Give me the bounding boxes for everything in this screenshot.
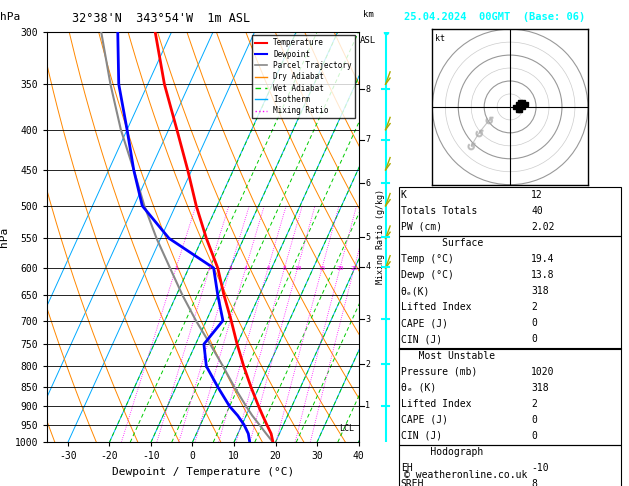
Text: 32°38'N  343°54'W  1m ASL: 32°38'N 343°54'W 1m ASL (72, 12, 250, 25)
Text: Lifted Index: Lifted Index (401, 302, 471, 312)
Text: 12: 12 (532, 190, 543, 200)
Text: 10: 10 (294, 265, 301, 271)
Text: 2: 2 (208, 265, 211, 271)
Text: 4: 4 (365, 262, 370, 271)
Text: 20: 20 (337, 265, 344, 271)
Text: 2: 2 (532, 399, 537, 409)
Text: ASL: ASL (360, 35, 376, 45)
Text: hPa: hPa (0, 12, 20, 22)
Y-axis label: hPa: hPa (0, 227, 9, 247)
Text: -10: -10 (532, 463, 549, 473)
Text: 3: 3 (228, 265, 232, 271)
Text: 0: 0 (532, 415, 537, 425)
Text: Dewp (°C): Dewp (°C) (401, 270, 454, 280)
Text: 19.4: 19.4 (532, 254, 555, 264)
Text: 1: 1 (174, 265, 178, 271)
Text: 2: 2 (532, 302, 537, 312)
Text: 8: 8 (365, 85, 370, 93)
Text: θₑ (K): θₑ (K) (401, 382, 436, 393)
Text: Pressure (mb): Pressure (mb) (401, 366, 477, 377)
Text: 7: 7 (365, 135, 370, 144)
Text: CAPE (J): CAPE (J) (401, 318, 448, 328)
Text: Most Unstable: Most Unstable (401, 350, 494, 361)
Text: Hodograph: Hodograph (401, 447, 483, 457)
Text: kt: kt (435, 35, 445, 43)
Text: Totals Totals: Totals Totals (401, 206, 477, 216)
Text: CIN (J): CIN (J) (401, 431, 442, 441)
Text: 1020: 1020 (532, 366, 555, 377)
Text: Temp (°C): Temp (°C) (401, 254, 454, 264)
Text: 318: 318 (532, 286, 549, 296)
Text: © weatheronline.co.uk: © weatheronline.co.uk (404, 470, 527, 480)
Text: 25.04.2024  00GMT  (Base: 06): 25.04.2024 00GMT (Base: 06) (404, 12, 585, 22)
Text: 8: 8 (532, 479, 537, 486)
Text: 13.8: 13.8 (532, 270, 555, 280)
Text: EH: EH (401, 463, 413, 473)
Text: θₑ(K): θₑ(K) (401, 286, 430, 296)
X-axis label: Dewpoint / Temperature (°C): Dewpoint / Temperature (°C) (112, 467, 294, 477)
Text: 5: 5 (365, 233, 370, 242)
Text: km: km (362, 10, 374, 19)
Text: CIN (J): CIN (J) (401, 334, 442, 344)
Text: PW (cm): PW (cm) (401, 222, 442, 232)
Legend: Temperature, Dewpoint, Parcel Trajectory, Dry Adiabat, Wet Adiabat, Isotherm, Mi: Temperature, Dewpoint, Parcel Trajectory… (252, 35, 355, 118)
Text: Surface: Surface (401, 238, 483, 248)
Text: Lifted Index: Lifted Index (401, 399, 471, 409)
Text: 1: 1 (365, 401, 370, 410)
Text: CAPE (J): CAPE (J) (401, 415, 448, 425)
Text: 8: 8 (282, 265, 286, 271)
Text: LCL: LCL (340, 424, 354, 433)
Text: 15: 15 (318, 265, 326, 271)
Text: 0: 0 (532, 318, 537, 328)
Text: 318: 318 (532, 382, 549, 393)
Text: 4: 4 (244, 265, 248, 271)
Text: 2.02: 2.02 (532, 222, 555, 232)
Text: SREH: SREH (401, 479, 424, 486)
Text: 40: 40 (532, 206, 543, 216)
Text: 0: 0 (532, 334, 537, 344)
Text: 0: 0 (532, 431, 537, 441)
Text: 6: 6 (365, 179, 370, 188)
Text: 2: 2 (365, 360, 370, 368)
Text: 6: 6 (266, 265, 270, 271)
Text: 25: 25 (350, 265, 358, 271)
Text: Mixing Ratio (g/kg): Mixing Ratio (g/kg) (376, 190, 385, 284)
Text: 3: 3 (365, 314, 370, 324)
Text: K: K (401, 190, 406, 200)
